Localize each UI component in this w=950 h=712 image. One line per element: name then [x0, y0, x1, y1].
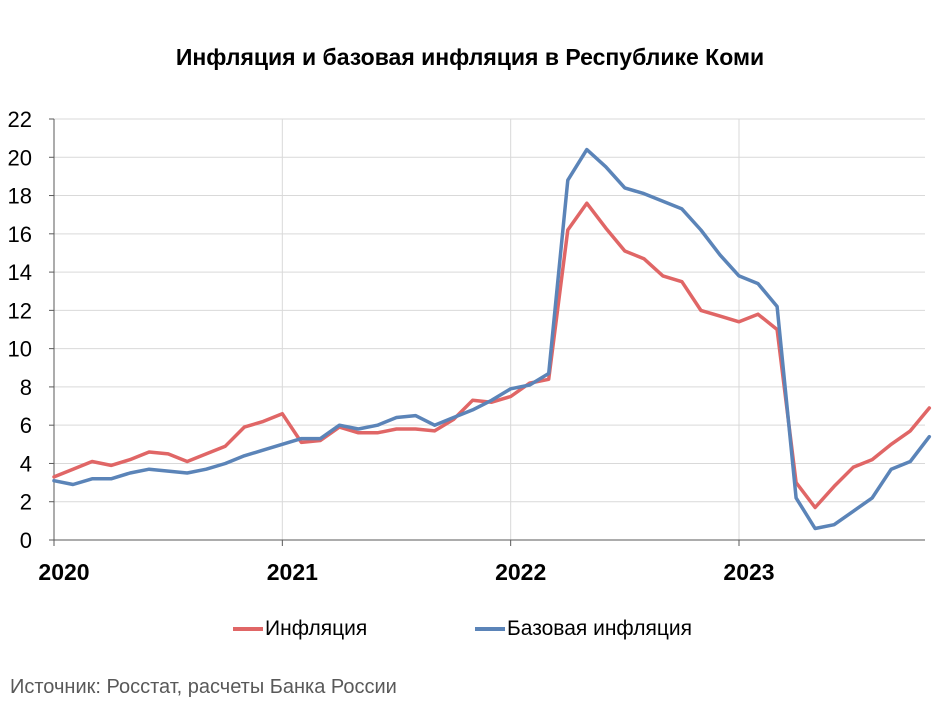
y-tick-label: 16: [8, 222, 32, 247]
y-tick-label: 6: [20, 413, 32, 438]
y-tick-label: 12: [8, 298, 32, 323]
x-tick-label: 2022: [495, 559, 546, 585]
y-tick-labels: 0 2 4 6 8 10 12 14 16 18 20 22: [8, 107, 32, 553]
y-tick-label: 2: [20, 490, 32, 515]
legend: Инфляция Базовая инфляция: [0, 617, 950, 647]
y-tick-label: 14: [8, 260, 32, 285]
x-tick-labels: 2020 2021 2022 2023: [38, 559, 774, 585]
y-tick-label: 8: [20, 375, 32, 400]
chart-title: Инфляция и базовая инфляция в Республике…: [175, 44, 765, 70]
legend-label-core: Базовая инфляция: [507, 617, 693, 640]
legend-swatch-inflation: [233, 627, 263, 631]
x-tick-label: 2020: [38, 559, 89, 585]
legend-swatch-core: [475, 627, 505, 631]
x-tick-label: 2021: [267, 559, 318, 585]
legend-label-inflation: Инфляция: [265, 617, 368, 640]
y-tick-label: 4: [20, 451, 32, 476]
y-tick-label: 10: [8, 337, 32, 362]
y-tick-label: 22: [8, 107, 32, 132]
legend-item-core: Базовая инфляция: [475, 617, 692, 641]
y-tick-label: 18: [8, 184, 32, 209]
source-note: Источник: Росстат, расчеты Банка России: [10, 676, 397, 698]
axes: [49, 118, 925, 546]
gridlines: [54, 118, 925, 540]
series-lines: [52, 147, 932, 531]
legend-item-inflation: Инфляция: [233, 617, 367, 641]
x-tick-label: 2023: [723, 559, 774, 585]
y-tick-label: 20: [8, 145, 32, 170]
series-line-inflation: [52, 201, 932, 510]
y-tick-label: 0: [20, 528, 32, 553]
series-line-core: [52, 147, 932, 531]
